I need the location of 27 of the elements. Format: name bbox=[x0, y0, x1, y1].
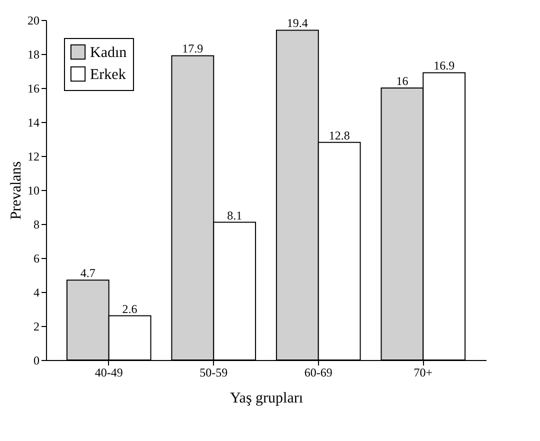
legend-label: Kadın bbox=[90, 45, 128, 61]
y-tick-label: 0 bbox=[34, 354, 40, 368]
x-tick-label: 40-49 bbox=[94, 366, 123, 380]
y-tick-label: 14 bbox=[28, 116, 40, 130]
y-tick-label: 18 bbox=[28, 48, 40, 62]
x-axis-title: Yaş grupları bbox=[230, 390, 304, 406]
data-label: 16.9 bbox=[434, 58, 455, 73]
x-tick-label: 70+ bbox=[414, 366, 433, 380]
data-label: 4.7 bbox=[80, 266, 96, 280]
y-tick-label: 16 bbox=[28, 82, 40, 96]
y-tick-label: 20 bbox=[28, 14, 40, 28]
x-tick-label: 60-69 bbox=[304, 366, 332, 380]
x-tick-label: 50-59 bbox=[200, 366, 228, 380]
data-label: 16 bbox=[396, 74, 408, 88]
y-tick-label: 6 bbox=[34, 252, 40, 266]
data-label: 17.9 bbox=[182, 42, 204, 56]
data-label: 2.6 bbox=[122, 302, 138, 316]
y-tick-label: 8 bbox=[34, 218, 40, 232]
data-label: 12.8 bbox=[328, 128, 350, 142]
data-label: 19.4 bbox=[286, 16, 308, 30]
y-tick-label: 12 bbox=[28, 150, 40, 164]
y-tick-label: 2 bbox=[34, 320, 40, 334]
data-label: 8.1 bbox=[227, 208, 242, 222]
y-tick-label: 10 bbox=[28, 184, 40, 198]
legend-label: Erkek bbox=[90, 67, 126, 83]
y-tick-label: 4 bbox=[34, 286, 40, 300]
y-axis-title: Prevalans bbox=[8, 161, 24, 220]
